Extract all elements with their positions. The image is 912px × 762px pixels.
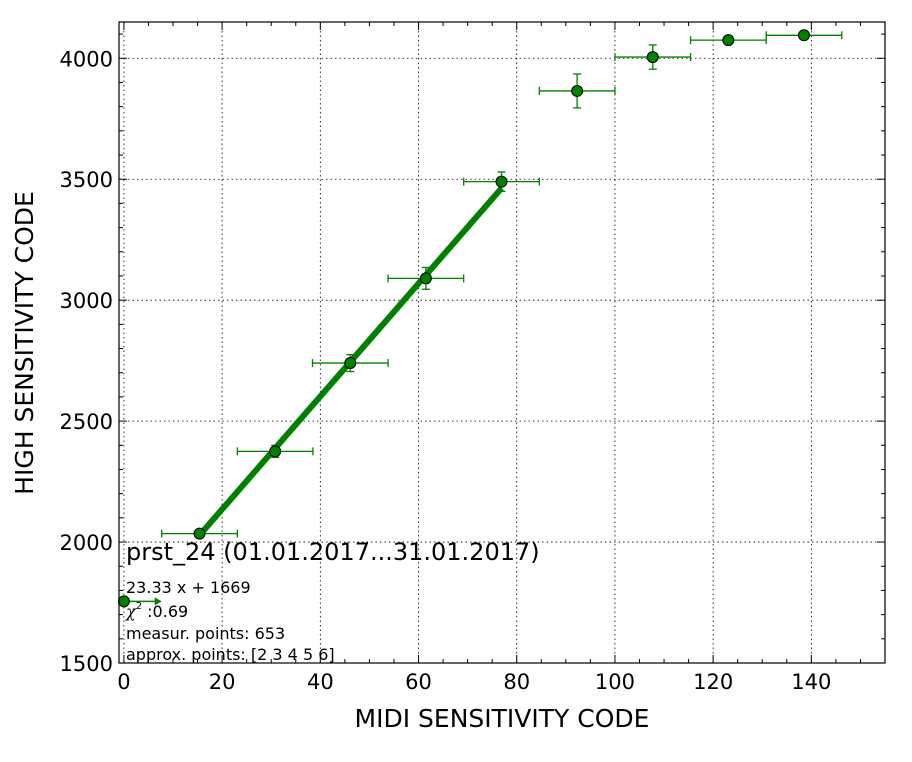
y-tick-label: 2000 bbox=[60, 531, 113, 555]
axis-ticks bbox=[119, 22, 885, 664]
x-tick-label: 120 bbox=[693, 670, 733, 694]
x-axis-label: MIDI SENSITIVITY CODE bbox=[355, 704, 650, 733]
chi-square-label: χ2 :0.69 bbox=[125, 601, 188, 621]
y-tick-label: 3500 bbox=[60, 168, 113, 192]
chi-symbol: χ bbox=[125, 602, 137, 621]
data-point bbox=[797, 29, 810, 42]
tick-labels: 0 20 40 60 80 100 120 140 1500 2000 2500 3000 3500 40… bbox=[60, 47, 832, 694]
y-tick-label: 2500 bbox=[60, 410, 113, 434]
data-point bbox=[646, 51, 659, 64]
chart-title: prst_24 (01.01.2017...31.01.2017) bbox=[126, 538, 540, 566]
x-tick-label: 0 bbox=[117, 670, 130, 694]
x-tick-label: 60 bbox=[405, 670, 432, 694]
fit-equation: 23.33 x + 1669 bbox=[126, 578, 251, 597]
grid-lines bbox=[119, 22, 885, 664]
x-tick-label: 40 bbox=[307, 670, 334, 694]
y-axis-label: HIGH SENSITIVITY CODE bbox=[10, 191, 39, 495]
data-point bbox=[722, 34, 735, 47]
chi-exponent: 2 bbox=[136, 601, 142, 612]
data-point bbox=[269, 445, 282, 458]
data-point bbox=[193, 527, 206, 540]
x-tick-label: 80 bbox=[503, 670, 530, 694]
data-points bbox=[117, 29, 810, 608]
data-point bbox=[495, 175, 508, 188]
data-point bbox=[344, 357, 357, 370]
data-point bbox=[419, 272, 432, 285]
y-tick-label: 3000 bbox=[60, 289, 113, 313]
x-tick-label: 140 bbox=[791, 670, 831, 694]
data-point bbox=[571, 84, 584, 97]
y-tick-label: 1500 bbox=[60, 652, 113, 676]
approx-points-label: approx. points: [2 3 4 5 6] bbox=[126, 645, 335, 664]
arrow-head bbox=[154, 597, 162, 606]
chi-value: :0.69 bbox=[142, 602, 188, 621]
y-tick-label: 4000 bbox=[60, 47, 113, 71]
measur-points-label: measur. points: 653 bbox=[126, 624, 285, 643]
x-tick-label: 100 bbox=[595, 670, 635, 694]
plot-frame bbox=[118, 21, 886, 664]
x-tick-label: 20 bbox=[209, 670, 236, 694]
